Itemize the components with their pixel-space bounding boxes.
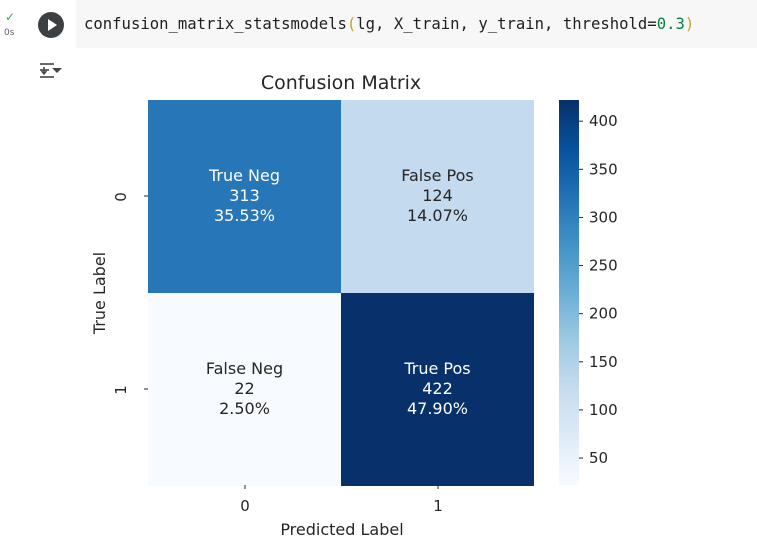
cell-count-0-1: 124 bbox=[422, 186, 453, 205]
heatmap-cell-0-1 bbox=[341, 100, 534, 293]
cell-percent-1-0: 2.50% bbox=[219, 399, 270, 418]
x-tick-label-0: 0 bbox=[240, 497, 250, 515]
output-collapse-icon bbox=[40, 63, 62, 78]
code-close-paren: ) bbox=[684, 15, 695, 33]
colorbar-tick-label-5: 300 bbox=[589, 208, 618, 226]
colorbar-tick-label-0: 50 bbox=[589, 449, 608, 467]
colorbar-tick-label-7: 400 bbox=[589, 112, 618, 130]
y-tick-label-1: 1 bbox=[112, 385, 130, 395]
code-args: lg, X_train, y_train, bbox=[356, 15, 563, 33]
heatmap-cell-1-1 bbox=[341, 293, 534, 486]
cell-label-1-0: False Neg bbox=[206, 359, 283, 378]
cell-count-1-1: 422 bbox=[422, 379, 453, 398]
colorbar-tick-label-6: 350 bbox=[589, 160, 618, 178]
code-open-paren: ( bbox=[346, 15, 357, 33]
code-number: 0.3 bbox=[656, 15, 685, 33]
heatmap-cell-0-0 bbox=[148, 100, 341, 293]
cell-label-0-0: True Neg bbox=[208, 166, 280, 185]
cell-percent-0-1: 14.07% bbox=[407, 206, 468, 225]
colorbar bbox=[559, 100, 579, 485]
cell-percent-1-1: 47.90% bbox=[407, 399, 468, 418]
cell-count-1-0: 22 bbox=[234, 379, 254, 398]
colorbar-tick-label-2: 150 bbox=[589, 353, 618, 371]
colorbar-tick-label-4: 250 bbox=[589, 257, 618, 275]
check-icon: ✓ bbox=[5, 10, 16, 24]
x-tick-label-1: 1 bbox=[433, 497, 443, 515]
chart-title: Confusion Matrix bbox=[261, 72, 421, 94]
cell-gutter: ✓ 0s bbox=[0, 0, 30, 556]
code-cell-editor[interactable]: confusion_matrix_statsmodels(lg, X_train… bbox=[76, 0, 757, 48]
x-axis-label: Predicted Label bbox=[280, 520, 403, 539]
code-line: confusion_matrix_statsmodels(lg, X_train… bbox=[84, 14, 694, 34]
heatmap-cell-1-0 bbox=[148, 293, 341, 486]
run-cell-button[interactable] bbox=[38, 12, 64, 38]
y-axis-label: True Label bbox=[90, 252, 109, 335]
output-collapse-button[interactable] bbox=[38, 60, 64, 82]
cell-label-0-1: False Pos bbox=[401, 166, 473, 185]
colorbar-tick-label-3: 200 bbox=[589, 305, 618, 323]
colorbar-tick-label-1: 100 bbox=[589, 401, 618, 419]
play-icon bbox=[48, 19, 57, 31]
cell-count-0-0: 313 bbox=[229, 186, 260, 205]
code-function: confusion_matrix_statsmodels bbox=[84, 15, 347, 33]
cell-percent-0-0: 35.53% bbox=[214, 206, 275, 225]
code-param: threshold= bbox=[562, 15, 657, 33]
cell-label-1-1: True Pos bbox=[403, 359, 470, 378]
y-tick-label-0: 0 bbox=[112, 192, 130, 202]
execution-time: 0s bbox=[4, 28, 15, 38]
